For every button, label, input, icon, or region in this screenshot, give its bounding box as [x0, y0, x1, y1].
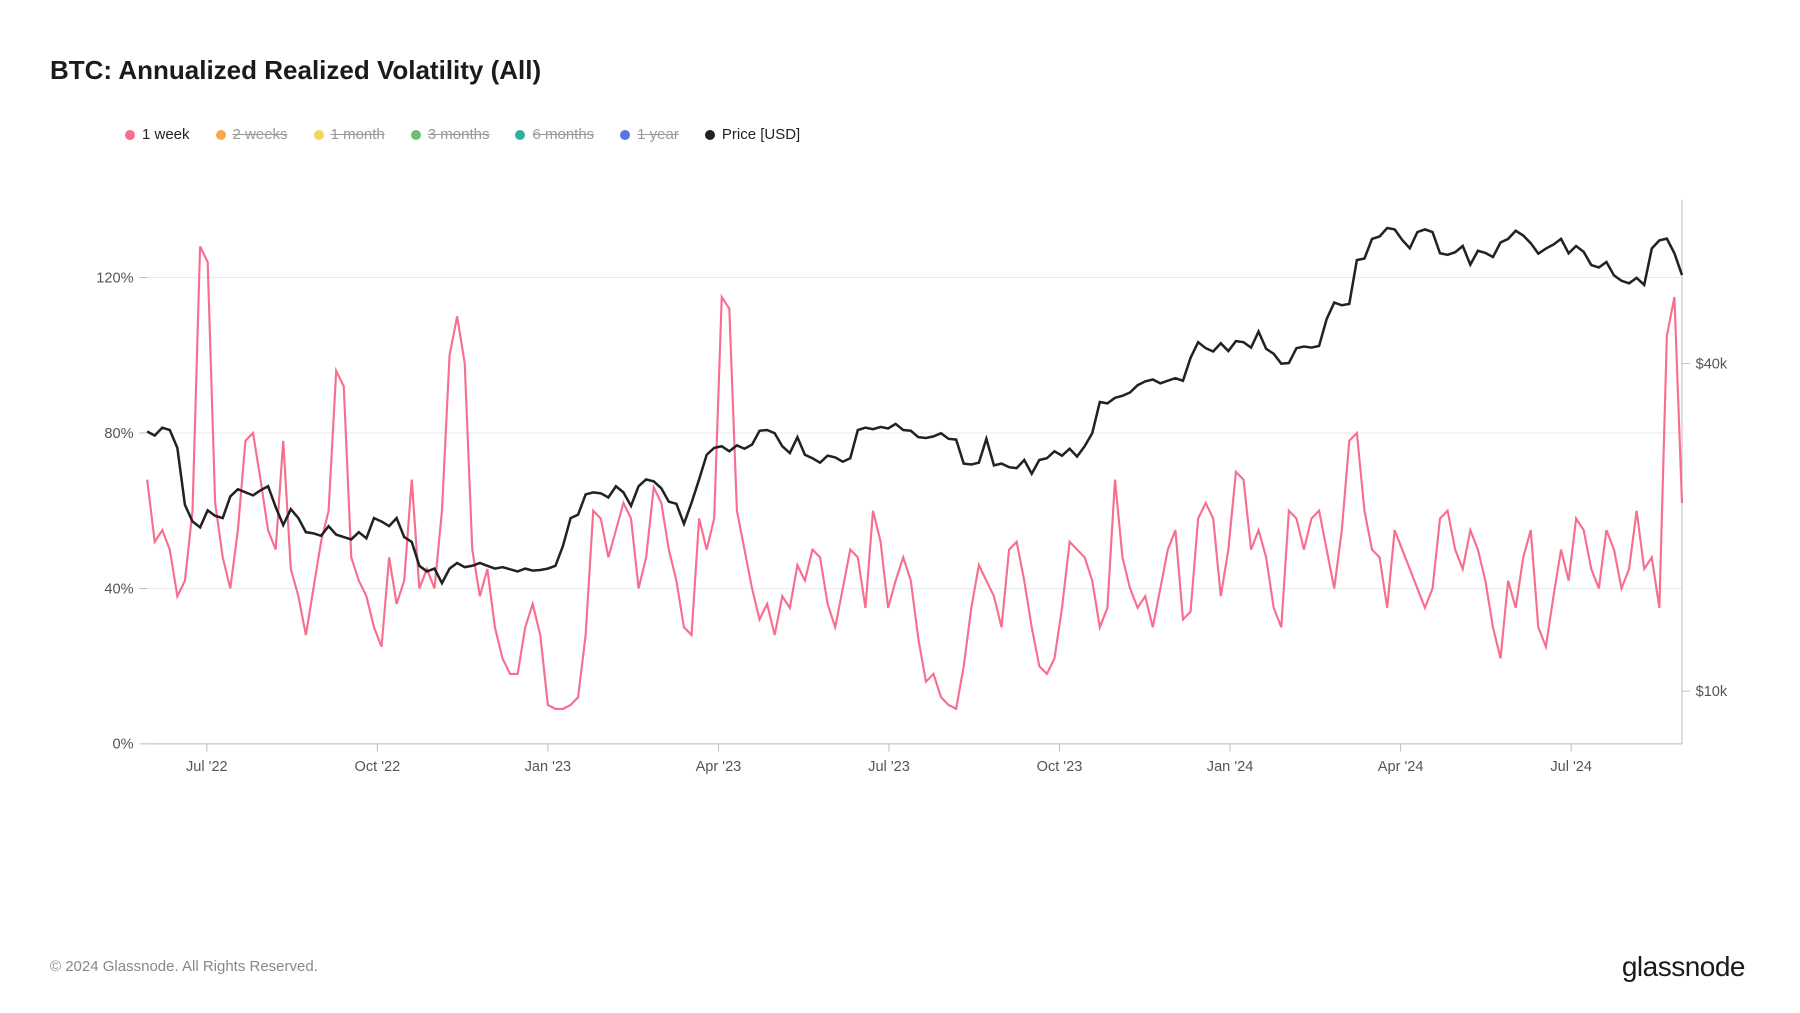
svg-text:Apr '24: Apr '24 [1378, 759, 1424, 775]
legend-item-label: 3 months [428, 126, 490, 143]
svg-text:80%: 80% [104, 426, 133, 442]
legend-item-label: 6 months [532, 126, 594, 143]
series-1week [147, 246, 1682, 708]
legend-color-dot [515, 130, 525, 140]
legend-item-label: Price [USD] [722, 126, 800, 143]
legend-item[interactable]: 1 week [125, 126, 190, 143]
legend-item[interactable]: Price [USD] [705, 126, 800, 143]
legend-item[interactable]: 6 months [515, 126, 594, 143]
svg-text:Apr '23: Apr '23 [696, 759, 742, 775]
chart-svg: 0% 40% 80% 120% $10k $40k Jul '22 Oct '22 Jan '2… [50, 151, 1750, 851]
legend-color-dot [216, 130, 226, 140]
svg-text:Jul '24: Jul '24 [1550, 759, 1592, 775]
legend-color-dot [620, 130, 630, 140]
legend-color-dot [705, 130, 715, 140]
svg-text:Oct '22: Oct '22 [355, 759, 401, 775]
svg-text:$40k: $40k [1696, 356, 1728, 372]
legend-item[interactable]: 1 year [620, 126, 679, 143]
svg-text:Oct '23: Oct '23 [1037, 759, 1083, 775]
svg-text:Jul '23: Jul '23 [868, 759, 910, 775]
copyright-footer: © 2024 Glassnode. All Rights Reserved. [50, 958, 318, 975]
legend-item-label: 1 week [142, 126, 190, 143]
legend-color-dot [411, 130, 421, 140]
svg-text:Jan '23: Jan '23 [525, 759, 572, 775]
svg-text:$10k: $10k [1696, 684, 1728, 700]
legend-item-label: 1 month [331, 126, 385, 143]
svg-text:0%: 0% [112, 737, 133, 753]
legend-color-dot [314, 130, 324, 140]
chart-area: 0% 40% 80% 120% $10k $40k Jul '22 Oct '22 Jan '2… [50, 151, 1750, 851]
legend-color-dot [125, 130, 135, 140]
chart-legend: 1 week 2 weeks 1 month 3 months 6 months 1 ye… [50, 126, 1750, 143]
brand-logo: glassnode [1622, 951, 1745, 983]
legend-item[interactable]: 1 month [314, 126, 385, 143]
svg-text:40%: 40% [104, 581, 133, 597]
legend-item-label: 2 weeks [233, 126, 288, 143]
chart-title: BTC: Annualized Realized Volatility (All… [50, 55, 1750, 86]
svg-text:Jul '22: Jul '22 [186, 759, 228, 775]
svg-text:Jan '24: Jan '24 [1207, 759, 1254, 775]
svg-text:120%: 120% [96, 270, 133, 286]
legend-item[interactable]: 2 weeks [216, 126, 288, 143]
legend-item[interactable]: 3 months [411, 126, 490, 143]
legend-item-label: 1 year [637, 126, 679, 143]
